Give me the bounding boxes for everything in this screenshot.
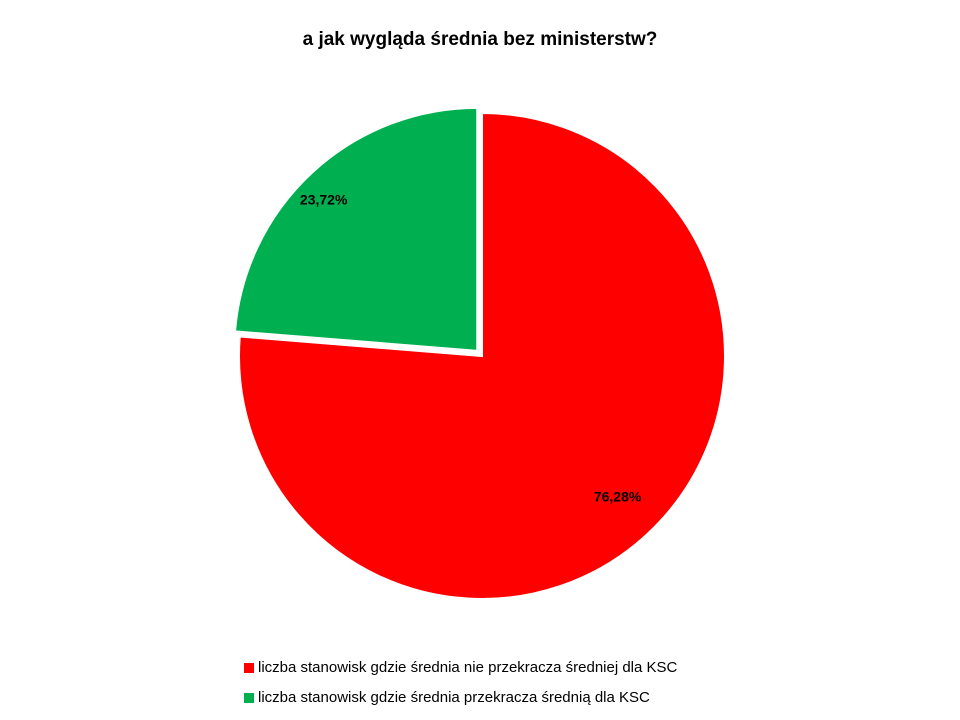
data-label: 23,72% [300, 192, 348, 208]
legend-swatch [244, 693, 254, 703]
legend-label: liczba stanowisk gdzie średnia przekracz… [258, 689, 650, 706]
data-label: 76,28% [594, 489, 642, 505]
legend-swatch [244, 663, 254, 673]
chart-title: a jak wygląda średnia bez ministerstw? [303, 29, 658, 50]
pie-slice [233, 106, 479, 352]
pie-slice [238, 111, 726, 600]
legend-label: liczba stanowisk gdzie średnia nie przek… [258, 659, 678, 676]
